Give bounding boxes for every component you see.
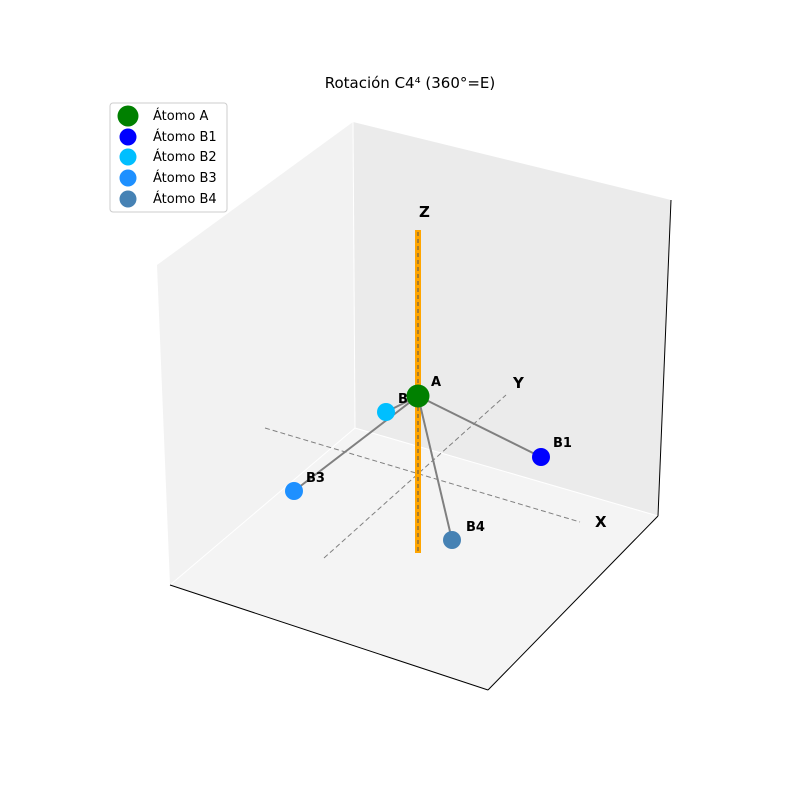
atom-b2 <box>377 403 395 421</box>
atom-a-label: A <box>431 375 441 390</box>
legend-label-b1: Átomo B1 <box>153 129 217 145</box>
legend-marker-a <box>117 105 139 127</box>
legend-box <box>109 102 228 213</box>
box-axis-line <box>657 199 672 517</box>
pane-edge <box>354 427 659 517</box>
x-guide-line <box>264 427 581 523</box>
bond-a-b3 <box>293 395 419 492</box>
legend: Átomo A Átomo B1 Átomo B2 Átomo B3 Átomo… <box>109 102 228 213</box>
atom-b4-label: B4 <box>466 520 485 535</box>
z-axis-label: Z <box>419 203 430 221</box>
atom-b3 <box>285 482 303 500</box>
bond-a-b1 <box>417 395 542 458</box>
box-axis-line <box>169 584 489 691</box>
legend-label-b2: Átomo B2 <box>153 149 217 165</box>
legend-marker-b2 <box>119 148 137 166</box>
bond-a-b4 <box>417 395 453 541</box>
legend-label-b4: Átomo B4 <box>153 191 217 207</box>
legend-label-a: Átomo A <box>153 108 208 124</box>
legend-marker-b4 <box>119 190 137 208</box>
pane-edge <box>169 427 356 586</box>
atom-a <box>406 384 430 408</box>
atom-b1-label: B1 <box>553 436 572 451</box>
box-axis-line <box>487 515 659 691</box>
chart-title: Rotación C4⁴ (360°=E) <box>325 74 496 92</box>
atom-b3-label: B3 <box>306 471 325 486</box>
pane-edge <box>352 121 356 429</box>
legend-marker-b1 <box>119 128 137 146</box>
y-axis-label: Y <box>512 374 525 392</box>
atom-b2-label: B <box>398 392 408 407</box>
legend-marker-b3 <box>119 169 137 187</box>
left-pane <box>157 122 355 585</box>
x-axis-label: X <box>595 513 607 531</box>
atom-b1 <box>532 448 550 466</box>
atom-b4 <box>443 531 461 549</box>
back-pane <box>353 122 671 516</box>
legend-label-b3: Átomo B3 <box>153 170 217 186</box>
